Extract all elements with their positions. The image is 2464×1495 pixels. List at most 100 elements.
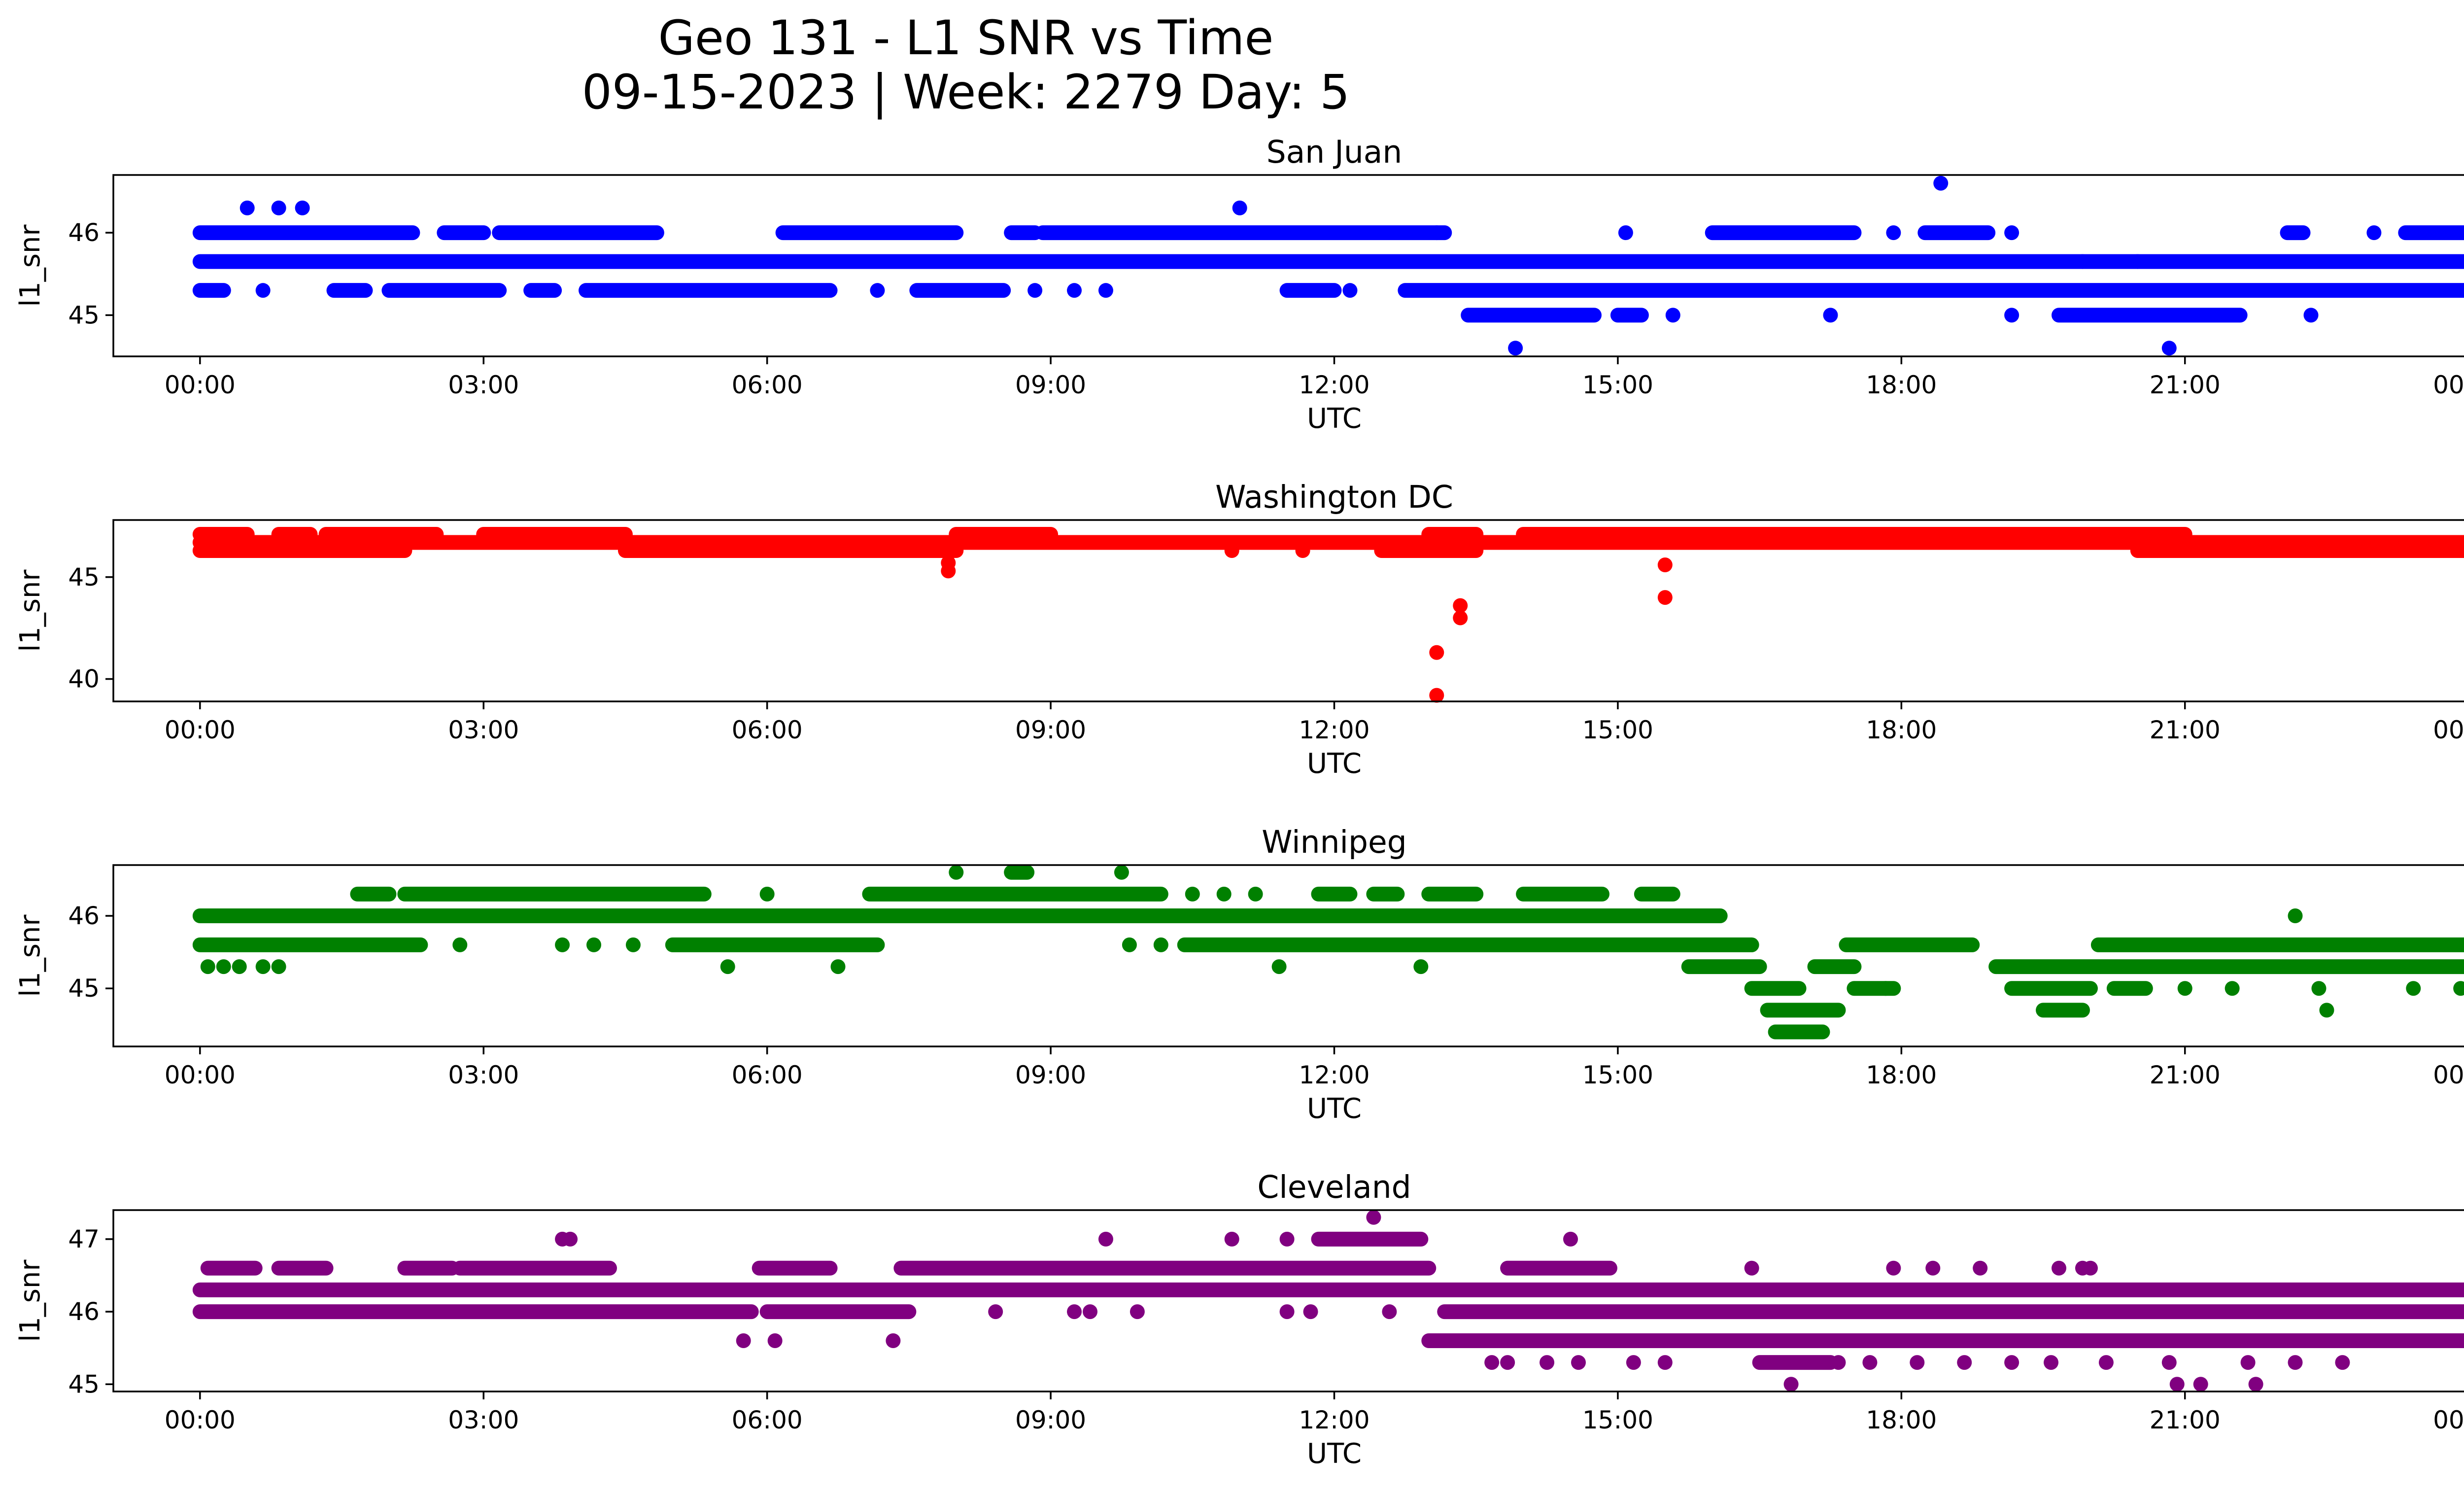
data-point	[1224, 543, 1239, 558]
data-point	[1618, 225, 1633, 241]
x-tick-label: 03:00	[448, 1406, 519, 1434]
data-point	[1657, 590, 1673, 605]
figure-title-line1: Geo 131 - L1 SNR vs Time	[658, 10, 1274, 66]
x-tick-label: 00:00	[2433, 1061, 2464, 1089]
data-point	[1744, 1260, 1759, 1276]
data-point	[2303, 308, 2319, 323]
data-point	[1886, 1260, 1901, 1276]
data-point	[736, 1333, 751, 1348]
y-axis-label: l1_snr	[14, 914, 46, 997]
data-point	[1563, 1231, 1578, 1247]
x-tick-label: 21:00	[2150, 716, 2221, 744]
data-point	[625, 937, 641, 952]
x-tick-label: 15:00	[1582, 371, 1653, 399]
x-tick-label: 09:00	[1015, 716, 1086, 744]
x-axis-label: UTC	[1307, 403, 1362, 435]
data-point	[886, 1333, 901, 1348]
x-tick-label: 15:00	[1582, 1061, 1653, 1089]
data-point	[2004, 225, 2019, 241]
data-point	[1027, 283, 1043, 298]
y-tick-label: 45	[68, 563, 100, 591]
y-tick-label: 45	[68, 301, 100, 329]
data-point	[1973, 1260, 1988, 1276]
data-point	[255, 959, 271, 974]
scatter-series	[192, 526, 2464, 703]
y-tick-label: 45	[68, 1370, 100, 1398]
data-point	[941, 563, 956, 579]
data-point	[1862, 1355, 1878, 1370]
data-point	[1216, 886, 1232, 902]
data-point	[1271, 959, 1287, 974]
x-tick-label: 18:00	[1866, 371, 1937, 399]
x-tick-label: 21:00	[2150, 1406, 2221, 1434]
data-point	[563, 1231, 578, 1247]
data-point	[949, 865, 964, 880]
data-point	[2240, 1355, 2256, 1370]
x-axis-label: UTC	[1307, 748, 1362, 780]
data-point	[1540, 1355, 1555, 1370]
x-axis-label: UTC	[1307, 1093, 1362, 1125]
x-tick-label: 06:00	[732, 1061, 803, 1089]
data-point	[1823, 308, 1838, 323]
data-point	[1429, 225, 1444, 241]
x-tick-label: 06:00	[732, 1406, 803, 1434]
data-point	[1886, 225, 1901, 241]
x-tick-label: 06:00	[732, 716, 803, 744]
data-point	[1484, 1355, 1500, 1370]
data-point	[2004, 308, 2019, 323]
data-point	[870, 283, 885, 298]
x-tick-label: 03:00	[448, 1061, 519, 1089]
data-point	[2453, 981, 2464, 996]
data-point	[1366, 1210, 1381, 1225]
data-point	[1429, 688, 1444, 703]
scatter-series	[192, 175, 2464, 356]
data-point	[2319, 1003, 2334, 1018]
data-point	[240, 200, 255, 215]
data-point	[1910, 1355, 1925, 1370]
data-point	[2406, 981, 2421, 996]
data-point	[1224, 1231, 1239, 1247]
data-point	[271, 200, 286, 215]
data-point	[2004, 1355, 2019, 1370]
data-point	[2193, 1377, 2208, 1392]
data-point	[1413, 959, 1429, 974]
data-point	[295, 200, 310, 215]
data-point	[1295, 543, 1310, 558]
data-point	[2044, 1355, 2059, 1370]
x-tick-label: 18:00	[1866, 716, 1937, 744]
x-tick-label: 06:00	[732, 371, 803, 399]
data-point	[1665, 308, 1680, 323]
scatter-series	[192, 865, 2464, 1040]
data-point	[2083, 1260, 2098, 1276]
data-point	[1500, 1355, 1515, 1370]
data-point	[767, 1333, 783, 1348]
x-tick-label: 12:00	[1299, 1406, 1369, 1434]
y-tick-label: 40	[68, 665, 100, 694]
data-point	[1453, 598, 1468, 613]
data-point	[232, 959, 247, 974]
x-tick-label: 15:00	[1582, 716, 1653, 744]
data-point	[2130, 254, 2145, 269]
y-axis-label: l1_snr	[14, 1259, 46, 1342]
subplot-title: Cleveland	[1257, 1169, 1411, 1205]
x-tick-label: 00:00	[165, 716, 236, 744]
data-point	[2288, 908, 2303, 924]
data-point	[1232, 200, 1247, 215]
x-tick-label: 12:00	[1299, 716, 1369, 744]
data-point	[1571, 1355, 1586, 1370]
scatter-series	[192, 1210, 2464, 1392]
x-axis-label: UTC	[1307, 1438, 1362, 1470]
data-point	[1783, 1377, 1799, 1392]
x-tick-label: 09:00	[1015, 1061, 1086, 1089]
y-tick-label: 47	[68, 1225, 100, 1253]
y-tick-label: 46	[68, 902, 100, 930]
data-point	[1657, 557, 1673, 572]
data-point	[2052, 1260, 2067, 1276]
data-point	[2098, 1355, 2114, 1370]
data-point	[2288, 1355, 2303, 1370]
data-point	[2161, 341, 2177, 356]
subplot-winnipeg: Winnipeg 00:00 03:00 06:00 09:00 12:00 15:00 18…	[14, 824, 2464, 1125]
data-point	[1303, 1304, 1318, 1320]
data-point	[1067, 283, 1082, 298]
data-point	[759, 886, 775, 902]
